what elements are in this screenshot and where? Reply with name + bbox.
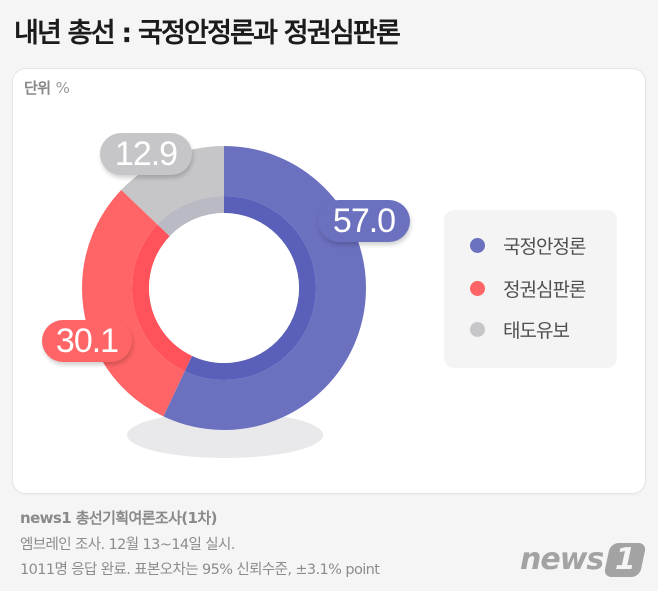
legend-label: 정권심판론 bbox=[503, 278, 586, 301]
legend-item-jeonggwon: 정권심판론 bbox=[470, 276, 586, 301]
sample-info: 1011명 응답 완료. 표본오차는 95% 신뢰수준, ±3.1% point bbox=[20, 562, 380, 578]
legend-label: 태도유보 bbox=[503, 319, 570, 342]
legend-dot-red-icon bbox=[470, 280, 485, 296]
news1-logo: news 1 bbox=[520, 542, 647, 577]
logo-badge-text: 1 bbox=[611, 542, 640, 577]
source-title: news1 총선기획여론조사(1차) bbox=[20, 509, 217, 527]
value-label-kukjeong: 57.0 bbox=[318, 200, 410, 242]
value-label-jeonggwon: 30.1 bbox=[42, 320, 132, 362]
donut-shadow bbox=[127, 412, 323, 458]
survey-info: 엠브레인 조사. 12월 13~14일 실시. bbox=[20, 537, 235, 553]
logo-text: news bbox=[520, 542, 604, 577]
unit-label-text: 단위 bbox=[24, 79, 51, 97]
value-label-taedo: 12.9 bbox=[100, 133, 192, 175]
legend-item-kukjeong: 국정안정론 bbox=[470, 233, 586, 258]
unit-value: % bbox=[55, 79, 70, 97]
logo-badge-icon: 1 bbox=[603, 542, 647, 577]
legend-dot-gray-icon bbox=[470, 321, 485, 337]
page-title: 내년 총선 : 국정안정론과 정권심판론 bbox=[14, 18, 401, 49]
donut-hole bbox=[149, 213, 299, 363]
chart-legend: 국정안정론 정권심판론 태도유보 bbox=[444, 210, 617, 368]
legend-label: 국정안정론 bbox=[503, 235, 586, 258]
legend-dot-blue-icon bbox=[470, 237, 485, 253]
legend-item-taedo: 태도유보 bbox=[470, 317, 570, 342]
donut-segment-jeonggwon bbox=[82, 146, 366, 430]
donut-inner-band-jeonggwon bbox=[132, 196, 316, 380]
donut-inner-band-taedo bbox=[132, 196, 316, 380]
donut-segment-taedo bbox=[82, 146, 366, 430]
unit-label: 단위% bbox=[24, 77, 70, 98]
